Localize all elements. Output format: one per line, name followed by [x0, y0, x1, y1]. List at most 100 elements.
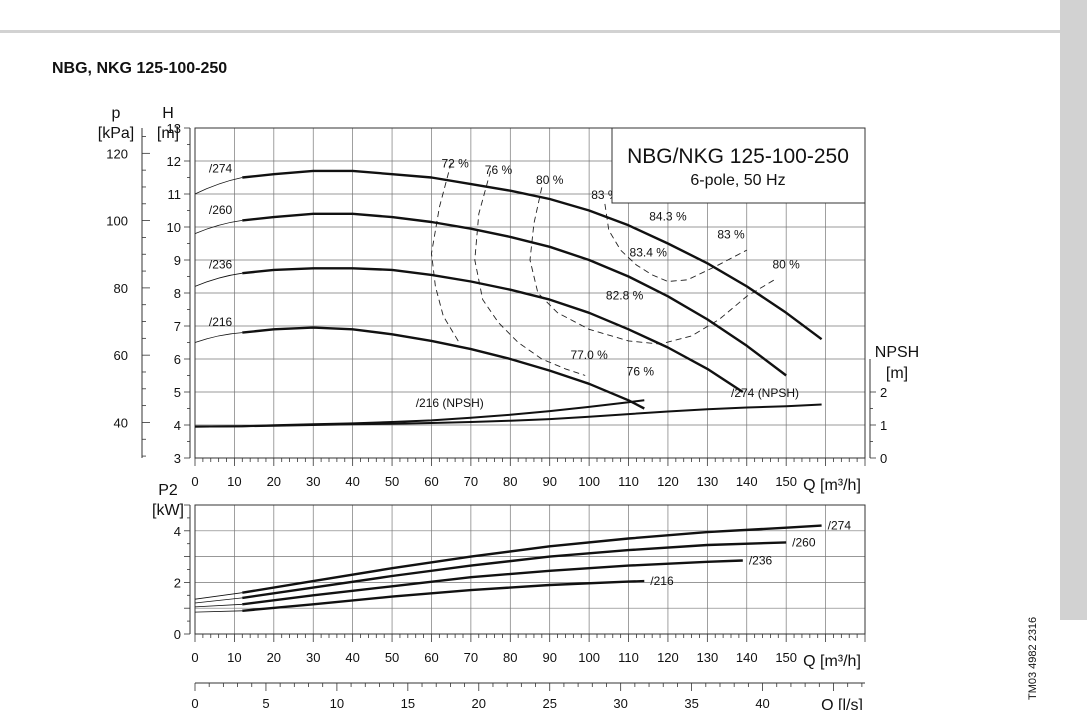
p2-tick-label: 2 [174, 575, 181, 590]
x-tick-label: 80 [503, 650, 517, 665]
top-bar [0, 0, 1060, 33]
x-tick-label: 150 [775, 650, 797, 665]
head-curve-274 [242, 169, 823, 341]
p2-axis-unit: [kW] [152, 502, 184, 519]
efficiency-label: 76 % [485, 163, 513, 177]
h-tick-label: 12 [167, 154, 181, 169]
series-label: /216 (NPSH) [416, 396, 484, 410]
x-tick-label: 90 [542, 474, 556, 489]
series-label: /236 [209, 257, 233, 271]
h-tick-label: 8 [174, 286, 181, 301]
power-series-label: /260 [792, 535, 816, 549]
series-label: /216 [209, 315, 233, 329]
x-tick-label: 140 [736, 474, 758, 489]
lps-tick-label: 10 [330, 696, 344, 710]
npsh-tick-label: 0 [880, 451, 887, 466]
head-chart: 0 10 20 30 40 50 60 70 80 90 100 110 120 130 140 150 Q [… [98, 105, 919, 494]
npsh-axis-unit: [m] [886, 365, 908, 382]
x-tick-label: 30 [306, 474, 320, 489]
head-curve-extension [194, 177, 243, 195]
plot-frame [194, 127, 866, 459]
power-curve-260 [242, 541, 787, 600]
efficiency-contour [474, 170, 586, 376]
chart-title: NBG/NKG 125-100-250 [627, 145, 849, 168]
x-tick-label: 30 [306, 650, 320, 665]
x-tick-label: 150 [775, 474, 797, 489]
x-tick-label: 40 [345, 474, 359, 489]
power-chart: 0 10 20 30 40 50 60 70 80 90 100 110 120 130 140 150 Q [… [152, 482, 866, 670]
power-series-label: /236 [749, 553, 773, 567]
efficiency-contour [431, 162, 460, 343]
x-tick-label: 50 [385, 650, 399, 665]
efficiency-label: 77.0 % [570, 348, 608, 362]
head-curve-216 [242, 326, 645, 410]
p-tick-label: 40 [114, 415, 128, 430]
lps-axis-label: Q [l/s] [821, 697, 863, 710]
chart-subtitle: 6-pole, 50 Hz [690, 172, 785, 189]
x-tick-label: 100 [578, 474, 600, 489]
h-tick-label: 9 [174, 253, 181, 268]
efficiency-label: 80 % [536, 173, 564, 187]
npsh-tick-label: 1 [880, 418, 887, 433]
x-tick-label: 130 [697, 474, 719, 489]
x-tick-label: 40 [345, 650, 359, 665]
power-curve-extension [194, 603, 243, 608]
head-curve-260 [242, 212, 787, 377]
head-curve-extension [194, 272, 243, 287]
p-axis-label: p [112, 105, 121, 122]
x-tick-label: 20 [267, 474, 281, 489]
npsh-axis-label: NPSH [875, 344, 919, 361]
p-tick-label: 100 [106, 214, 128, 229]
x-axis-label: Q [m³/h] [803, 653, 861, 670]
x-tick-label: 60 [424, 474, 438, 489]
series-label: /274 [209, 162, 233, 176]
lps-tick-label: 20 [472, 696, 486, 710]
h-axis-label: H [162, 105, 174, 122]
x-tick-label: 10 [227, 650, 241, 665]
npsh-tick-label: 2 [880, 385, 887, 400]
x-tick-label: 10 [227, 474, 241, 489]
efficiency-contour [604, 203, 748, 282]
lps-tick-label: 25 [542, 696, 556, 710]
x-tick-label: 100 [578, 650, 600, 665]
x-tick-label: 120 [657, 474, 679, 489]
efficiency-contour [529, 187, 775, 345]
chart-title-box [611, 127, 866, 204]
h-tick-label: 11 [168, 187, 182, 202]
x-tick-label: 50 [385, 474, 399, 489]
h-tick-label: 5 [174, 385, 181, 400]
p-axis-unit: [kPa] [98, 125, 134, 142]
power-series-label: /274 [828, 519, 852, 533]
npsh-curve [194, 403, 822, 428]
document-id: TM03 4982 2316 [1027, 616, 1039, 700]
efficiency-label: 76 % [627, 365, 655, 379]
flow-lps-axis: 0 5 10 15 20 25 30 35 40 Q [l/s] [191, 682, 865, 710]
efficiency-label: 82.8 % [606, 289, 644, 303]
lps-tick-label: 30 [613, 696, 627, 710]
power-curve-extension [194, 597, 243, 604]
h-tick-label: 4 [174, 418, 181, 433]
x-tick-label: 60 [424, 650, 438, 665]
power-curve-236 [242, 559, 743, 606]
x-tick-label: 70 [464, 474, 478, 489]
h-tick-label: 13 [167, 121, 181, 136]
right-sidebar-strip [1060, 0, 1087, 620]
efficiency-label: 84.3 % [649, 209, 687, 223]
head-curve-236 [242, 267, 744, 394]
lps-tick-label: 15 [401, 696, 415, 710]
efficiency-label: 72 % [441, 157, 469, 171]
x-tick-label: 80 [503, 474, 517, 489]
power-series-label: /216 [650, 574, 674, 588]
x-tick-label: 70 [464, 650, 478, 665]
x-axis-label: Q [m³/h] [803, 477, 861, 494]
x-tick-label: 0 [191, 650, 198, 665]
power-curve-274 [242, 524, 822, 594]
lps-tick-label: 0 [191, 696, 198, 710]
series-label: /274 (NPSH) [731, 386, 799, 400]
p-tick-label: 80 [114, 281, 128, 296]
x-tick-label: 120 [657, 650, 679, 665]
power-curve-216 [242, 579, 645, 612]
x-tick-label: 110 [618, 474, 639, 489]
x-tick-label: 130 [697, 650, 719, 665]
